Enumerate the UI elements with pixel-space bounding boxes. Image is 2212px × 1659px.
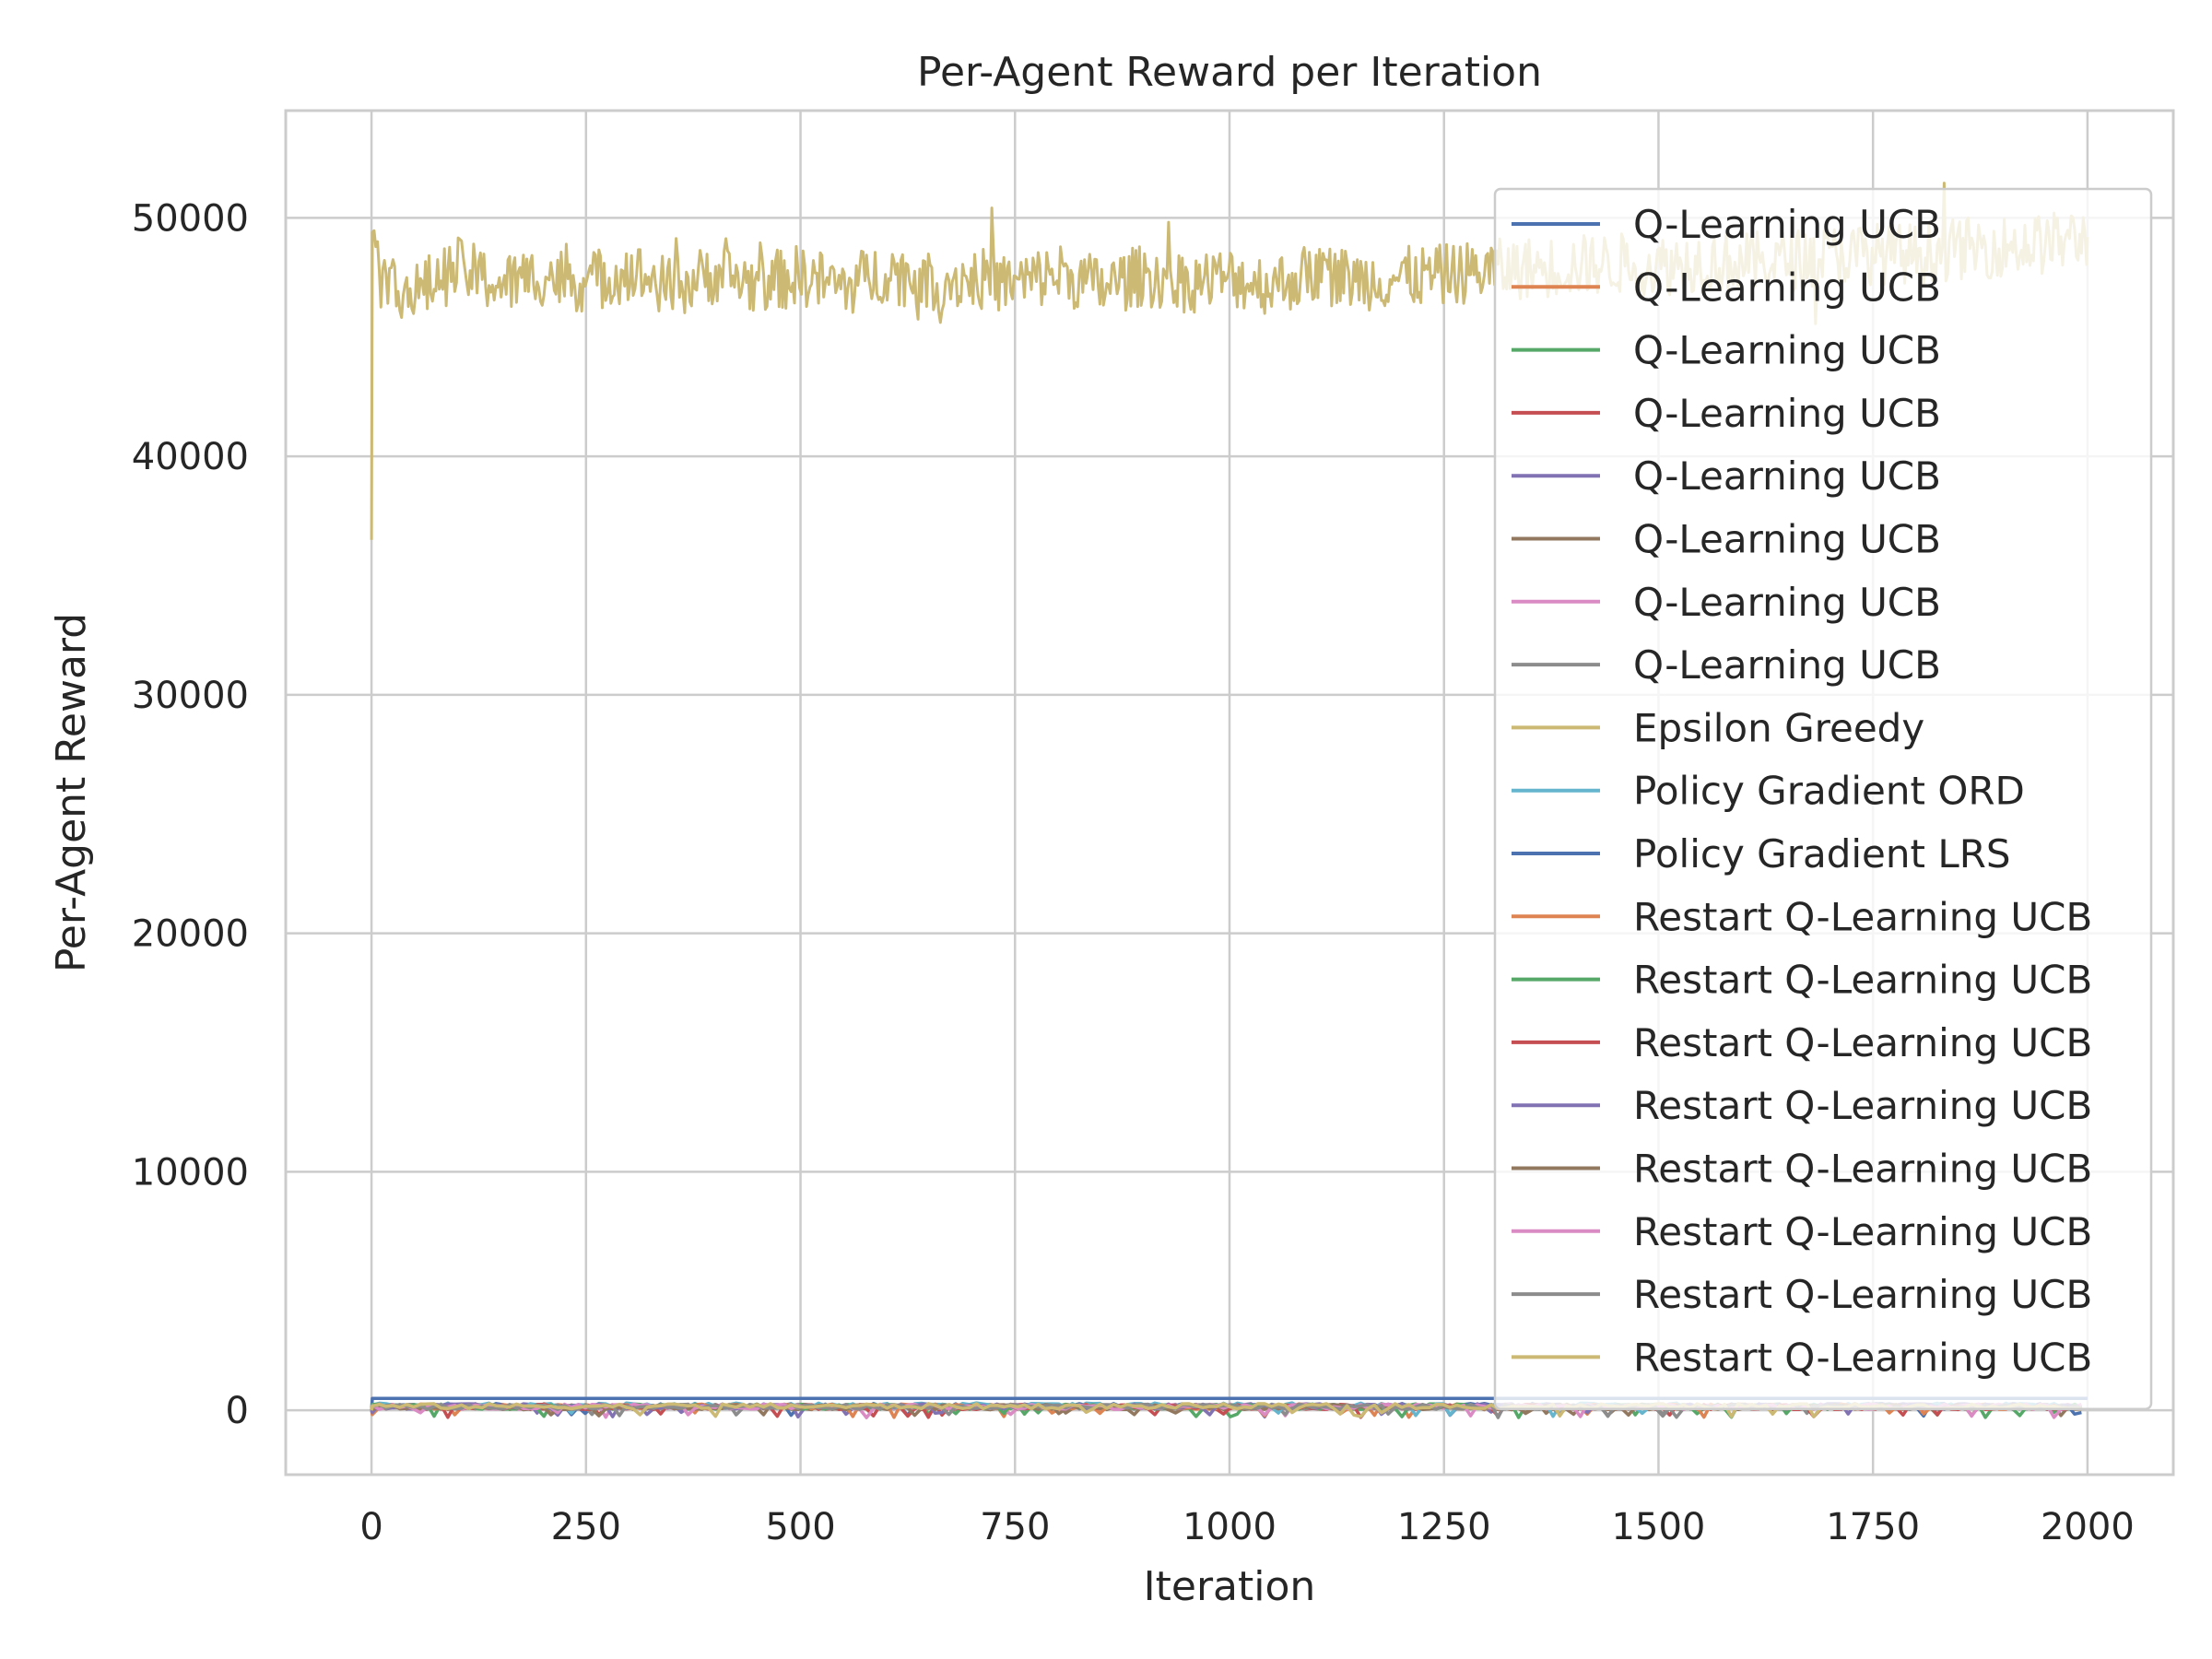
legend-label: Restart Q-Learning UCB xyxy=(1633,1209,2092,1254)
legend-label: Epsilon Greedy xyxy=(1633,705,1924,750)
plot-area xyxy=(284,109,2175,1477)
legend-label: Restart Q-Learning UCB xyxy=(1633,894,2092,939)
x-tick-label: 750 xyxy=(980,1506,1050,1548)
legend-label: Restart Q-Learning UCB xyxy=(1633,1020,2092,1065)
x-tick-label: 250 xyxy=(551,1506,621,1548)
y-tick-label: 30000 xyxy=(132,675,249,717)
y-tick-label: 0 xyxy=(226,1390,249,1432)
legend-label: Q-Learning UCB xyxy=(1633,391,1941,436)
legend-label: Q-Learning UCB xyxy=(1633,453,1941,499)
x-tick-label: 500 xyxy=(765,1506,835,1548)
legend-label: Restart Q-Learning UCB xyxy=(1633,958,2092,1003)
y-tick-label: 10000 xyxy=(132,1151,249,1194)
x-tick-label: 1500 xyxy=(1612,1506,1706,1548)
y-axis-ticks: 0 10000 20000 30000 40000 50000 xyxy=(132,197,249,1432)
x-tick-label: 1750 xyxy=(1826,1506,1920,1548)
x-tick-label: 1000 xyxy=(1182,1506,1277,1548)
legend-label: Q-Learning UCB xyxy=(1633,517,1941,562)
legend-label: Q-Learning UCB xyxy=(1633,580,1941,625)
y-axis-label: Per-Agent Reward xyxy=(48,613,95,972)
legend-label: Policy Gradient LRS xyxy=(1633,831,2011,877)
chart-title: Per-Agent Reward per Iteration xyxy=(917,49,1542,96)
legend-label: Q-Learning UCB xyxy=(1633,642,1941,688)
legend: Q-Learning UCB Q-Learning UCB Q-Learning U… xyxy=(1493,187,2153,1410)
legend-label: Policy Gradient ORD xyxy=(1633,769,2025,814)
legend-box xyxy=(1493,187,2153,1410)
legend-label: Restart Q-Learning UCB xyxy=(1633,1335,2092,1380)
x-axis-ticks: 0 250 500 750 1000 1250 1500 1750 2000 xyxy=(359,1506,2134,1548)
y-tick-label: 50000 xyxy=(132,197,249,240)
y-tick-label: 40000 xyxy=(132,436,249,478)
y-tick-label: 20000 xyxy=(132,913,249,956)
x-tick-label: 0 xyxy=(359,1506,382,1548)
legend-label: Q-Learning UCB xyxy=(1633,265,1941,310)
legend-label: Restart Q-Learning UCB xyxy=(1633,1083,2092,1128)
legend-label: Restart Q-Learning UCB xyxy=(1633,1147,2092,1192)
x-tick-label: 1250 xyxy=(1397,1506,1491,1548)
plot-frame xyxy=(284,109,2175,1477)
x-tick-label: 2000 xyxy=(2041,1506,2135,1548)
legend-label: Restart Q-Learning UCB xyxy=(1633,1272,2092,1317)
legend-label: Q-Learning UCB xyxy=(1633,328,1941,373)
x-axis-label: Iteration xyxy=(1144,1563,1316,1610)
legend-label: Q-Learning UCB xyxy=(1633,202,1941,247)
